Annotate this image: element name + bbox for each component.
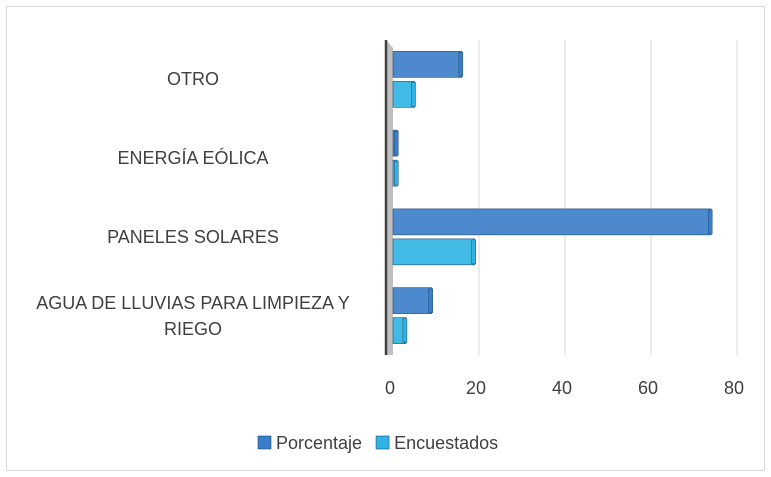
- legend-swatch: [257, 435, 272, 450]
- y-tick-label: OTRO: [167, 69, 219, 90]
- bar-side: [411, 82, 416, 107]
- bar: [392, 287, 433, 314]
- bar: [392, 238, 475, 266]
- bar: [392, 208, 712, 236]
- legend-label: Porcentaje: [276, 433, 362, 453]
- x-tick-label: 60: [638, 378, 658, 398]
- y-tick-label: PANELES SOLARES: [107, 226, 279, 247]
- bar: [392, 51, 463, 78]
- bar-side: [471, 239, 476, 265]
- x-tick-label: 40: [552, 378, 572, 398]
- bar-side: [402, 318, 408, 343]
- bar-side: [394, 160, 399, 186]
- x-tick-label: 80: [724, 378, 744, 398]
- axis-wall: [386, 40, 393, 355]
- legend-swatch: [375, 435, 390, 450]
- bar-side: [458, 52, 464, 77]
- bar-side: [394, 130, 399, 156]
- bar-side: [428, 288, 433, 313]
- y-tick-label: ENERGÍA EÓLICA: [117, 148, 269, 169]
- bar-side: [707, 209, 713, 235]
- x-tick-label: 20: [466, 378, 486, 398]
- y-tick-label: AGUA DE LLUVIAS PARA LIMPIEZA Y RIEGO: [36, 292, 350, 339]
- x-tick-label: 0: [385, 378, 395, 398]
- legend-label: Encuestados: [394, 433, 498, 453]
